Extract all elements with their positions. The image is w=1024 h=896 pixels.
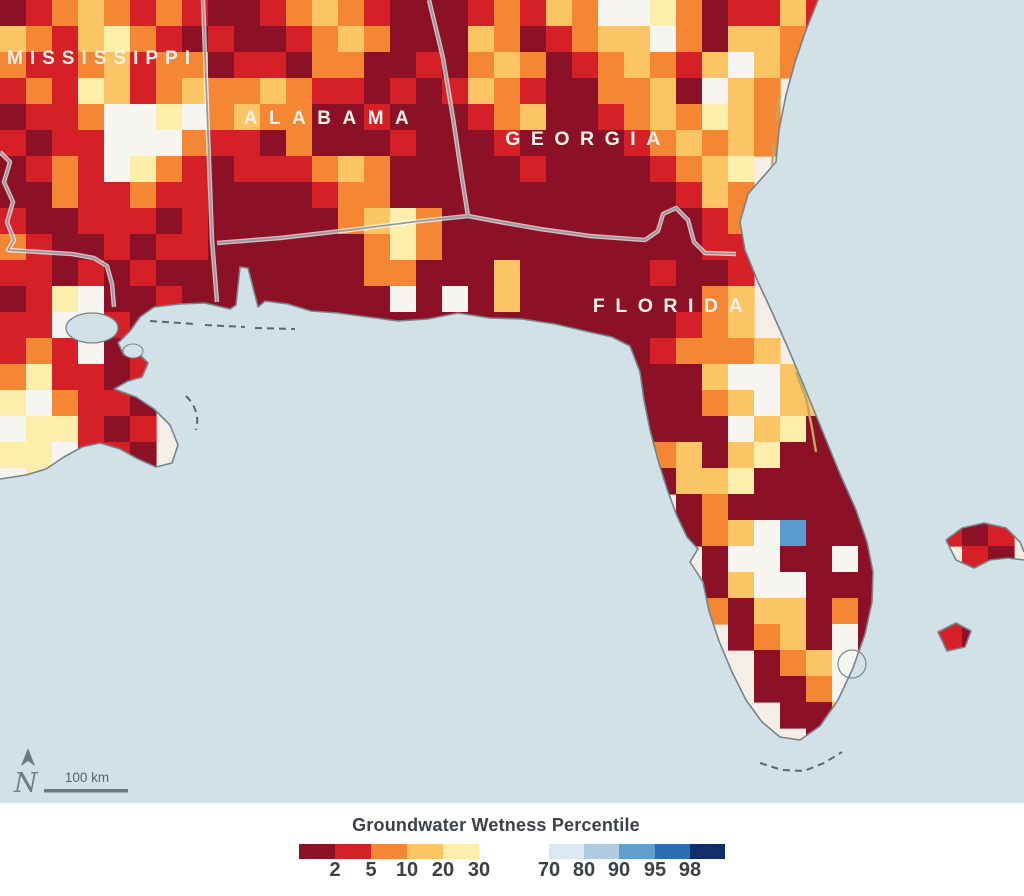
north-arrow-icon [21, 748, 35, 766]
coastal-sand-bars [770, 94, 818, 453]
legend-swatch-wet-4 [654, 844, 690, 859]
border-fl-north [216, 207, 737, 255]
legend-swatch-wet-5 [689, 844, 725, 859]
legend-swatch-dry-4 [407, 844, 443, 859]
legend-tick-95: 95 [643, 859, 667, 881]
legend-tick-90: 90 [607, 859, 631, 881]
scale-bar-label: 100 km [65, 770, 109, 785]
scale-bar-line [44, 789, 128, 793]
state-borders [0, 0, 737, 308]
barrier-islands [149, 320, 843, 773]
label-mississippi: MISSISSIPPI [7, 48, 197, 69]
legend-tick-98: 98 [678, 859, 702, 881]
legend-swatch-wet-1 [549, 844, 585, 859]
legend-title: Groundwater Wetness Percentile [352, 815, 640, 835]
legend-swatch-wet-2 [584, 844, 620, 859]
legend-tick-2: 2 [329, 859, 341, 881]
legend-wet-swatches [549, 844, 725, 859]
north-arrow-letter: N [13, 768, 39, 799]
lake-okeechobee-outline [837, 649, 867, 679]
label-florida: FLORIDA [593, 295, 753, 317]
map-canvas: MISSISSIPPI ALABAMA GEORGIA FLORIDA N 10… [0, 0, 1024, 803]
legend-tick-80: 80 [572, 859, 596, 881]
lake-pontchartrain [65, 312, 119, 344]
legend-tick-20: 20 [431, 859, 455, 881]
label-georgia: GEORGIA [505, 128, 671, 150]
lakes [65, 312, 867, 679]
legend-swatch-dry-5 [443, 844, 479, 859]
legend-tick-30: 30 [467, 859, 491, 881]
label-alabama: ALABAMA [244, 108, 421, 129]
lake-maurepas [122, 343, 144, 359]
legend-tick-70: 70 [537, 859, 561, 881]
border-ms-al [202, 0, 218, 303]
legend-swatch-wet-3 [619, 844, 655, 859]
legend-dry-swatches [299, 844, 479, 859]
legend-tick-5: 5 [365, 859, 377, 881]
legend-tick-10: 10 [395, 859, 419, 881]
legend-swatch-dry-2 [335, 844, 371, 859]
border-ms-la [0, 151, 115, 308]
legend-swatch-dry-3 [371, 844, 407, 859]
florida-keys [759, 751, 843, 773]
legend-swatch-dry-1 [299, 844, 335, 859]
coastline [0, 0, 1024, 741]
scale-bar: 100 km [44, 770, 128, 793]
north-arrow: N [13, 748, 39, 799]
border-al-ga [428, 0, 469, 217]
legend: Groundwater Wetness Percentile 2 5 10 20… [0, 803, 1024, 896]
